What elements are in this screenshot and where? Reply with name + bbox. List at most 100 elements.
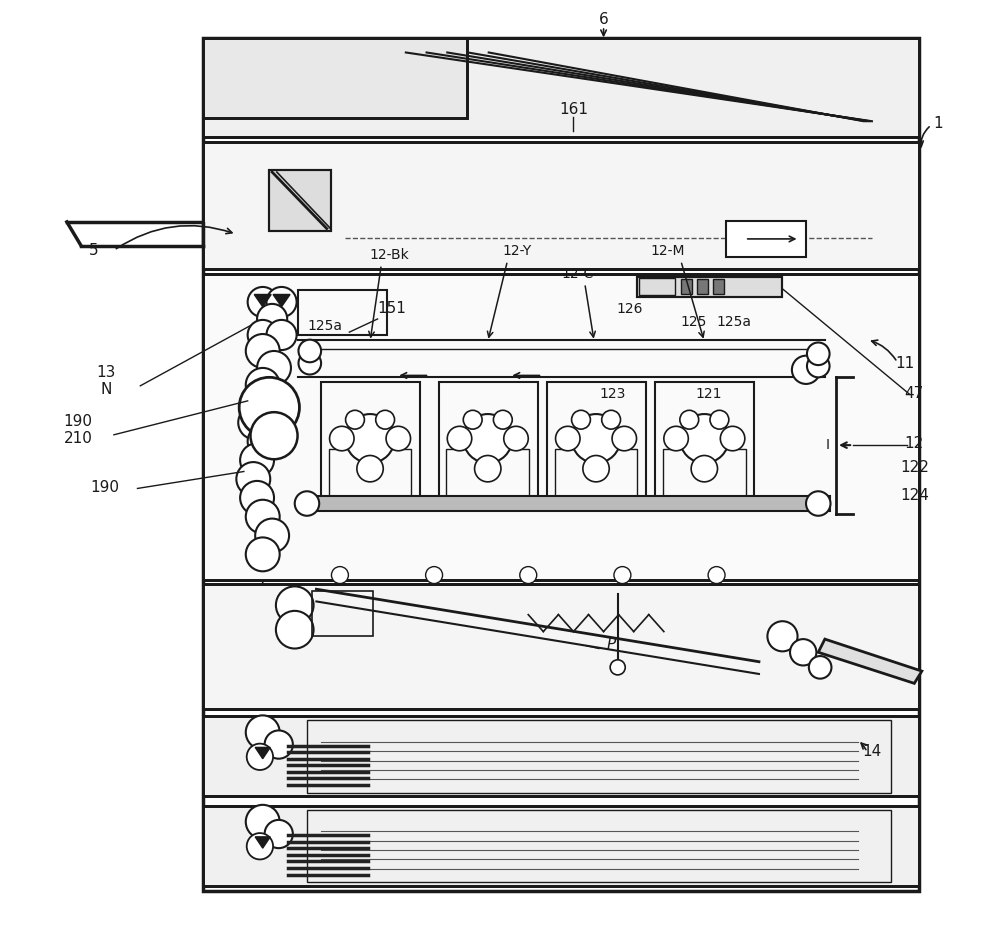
Circle shape [556, 426, 580, 451]
Circle shape [257, 351, 291, 385]
Text: N: N [101, 382, 112, 397]
Circle shape [246, 500, 280, 534]
Bar [637, 276, 782, 297]
Circle shape [246, 804, 280, 838]
Bar [555, 449, 637, 505]
Bar [655, 382, 754, 509]
Bar [203, 717, 919, 796]
Circle shape [246, 334, 280, 368]
Text: 125a: 125a [307, 320, 342, 333]
Circle shape [767, 621, 798, 652]
Circle shape [357, 455, 383, 482]
Circle shape [475, 455, 501, 482]
Text: 13: 13 [97, 365, 116, 380]
Circle shape [246, 368, 280, 402]
Circle shape [807, 342, 830, 365]
Bar [298, 496, 830, 511]
Circle shape [276, 587, 314, 624]
Text: 151: 151 [377, 302, 406, 316]
Bar [312, 591, 373, 637]
Circle shape [790, 639, 816, 666]
Circle shape [426, 567, 443, 584]
Text: 121: 121 [696, 387, 722, 401]
Bar [203, 273, 919, 580]
Circle shape [255, 519, 289, 553]
Circle shape [610, 660, 625, 675]
Circle shape [680, 410, 699, 429]
Text: 12-Y: 12-Y [502, 244, 532, 258]
Bar [307, 809, 891, 882]
Text: 125: 125 [681, 316, 707, 329]
Text: 11: 11 [895, 356, 915, 371]
Circle shape [248, 320, 278, 350]
Text: 14: 14 [862, 744, 882, 759]
Circle shape [248, 424, 282, 458]
Text: 190: 190 [64, 414, 93, 429]
Circle shape [346, 410, 364, 429]
Circle shape [248, 287, 278, 317]
Bar [203, 584, 919, 709]
Bar [203, 39, 919, 138]
Circle shape [240, 443, 274, 477]
Bar [203, 142, 919, 269]
Circle shape [572, 414, 621, 463]
Circle shape [708, 567, 725, 584]
Circle shape [583, 455, 609, 482]
Text: 47: 47 [905, 386, 924, 401]
Text: 125a: 125a [716, 316, 751, 329]
Bar [663, 449, 746, 505]
Bar [697, 279, 708, 294]
Circle shape [493, 410, 512, 429]
Circle shape [250, 412, 298, 459]
Circle shape [612, 426, 637, 451]
Bar [203, 717, 919, 796]
Text: P: P [606, 637, 616, 652]
Bar [637, 276, 782, 297]
Bar [639, 278, 675, 295]
Bar [269, 170, 331, 231]
Bar [439, 382, 538, 509]
Bar [713, 279, 724, 294]
Circle shape [720, 426, 745, 451]
Circle shape [247, 833, 273, 859]
Text: 123: 123 [600, 387, 626, 401]
Bar [203, 39, 467, 119]
Circle shape [572, 410, 590, 429]
Circle shape [266, 287, 297, 317]
Circle shape [680, 414, 729, 463]
Bar [298, 290, 387, 335]
Circle shape [806, 491, 831, 516]
Circle shape [295, 491, 319, 516]
Circle shape [346, 414, 395, 463]
Text: 1: 1 [933, 116, 943, 130]
Circle shape [238, 405, 272, 439]
Bar [269, 170, 331, 231]
Text: 12: 12 [905, 436, 924, 451]
Circle shape [246, 716, 280, 750]
Circle shape [265, 819, 293, 848]
Bar [203, 805, 919, 885]
Bar [307, 720, 891, 792]
Circle shape [266, 320, 297, 350]
Bar [329, 449, 411, 505]
Circle shape [792, 356, 820, 384]
Circle shape [236, 462, 270, 496]
Circle shape [602, 410, 621, 429]
Bar [726, 221, 806, 256]
Text: 210: 210 [64, 431, 93, 446]
Bar [203, 584, 919, 709]
Text: 12-Bk: 12-Bk [369, 248, 409, 262]
Circle shape [298, 339, 321, 362]
Bar [203, 805, 919, 885]
Text: 6: 6 [599, 12, 608, 27]
Circle shape [246, 387, 280, 421]
Circle shape [376, 410, 395, 429]
Circle shape [298, 352, 321, 374]
Circle shape [331, 567, 348, 584]
Bar [203, 273, 919, 580]
Circle shape [257, 304, 287, 334]
Circle shape [386, 426, 411, 451]
Circle shape [691, 455, 718, 482]
Bar [547, 382, 646, 509]
Circle shape [463, 414, 512, 463]
